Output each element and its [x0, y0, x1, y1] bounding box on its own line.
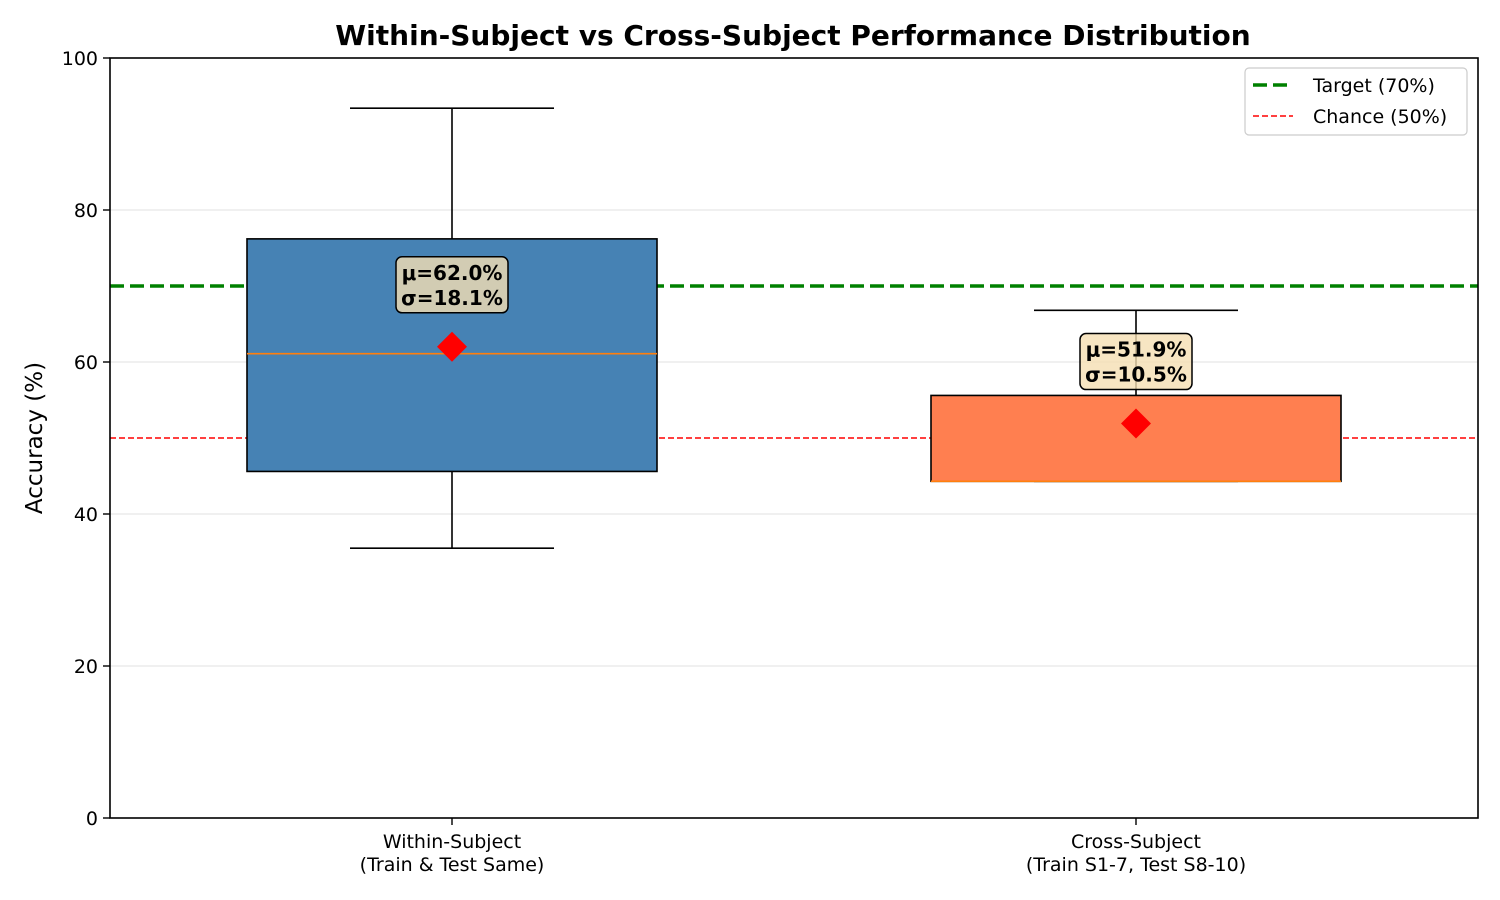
legend: Target (70%) Chance (50%) — [1244, 67, 1468, 136]
axes: 0 20 40 60 80 100 Within-Subject(Train & Test … — [62, 48, 1479, 876]
x-tick-label: Within-Subject — [383, 831, 521, 853]
x-tick-label-sub: (Train S1-7, Test S8-10) — [1026, 854, 1246, 876]
sd-label: σ=18.1% — [401, 286, 503, 310]
mean-label: μ=51.9% — [1086, 338, 1187, 362]
y-axis-label: Accuracy (%) — [22, 362, 48, 514]
y-tick-label: 60 — [74, 352, 98, 374]
x-tick-label-sub: (Train & Test Same) — [360, 854, 545, 876]
sd-label: σ=10.5% — [1085, 363, 1187, 387]
y-tick-label: 0 — [86, 808, 98, 830]
box-group — [246, 107, 658, 550]
stat-annotation-box — [1079, 332, 1193, 391]
mean-marker — [1121, 408, 1151, 439]
x-tick-label: Cross-Subject — [1071, 831, 1201, 853]
y-tick-label: 100 — [62, 48, 98, 70]
chart-title: Within-Subject vs Cross-Subject Performa… — [335, 19, 1250, 52]
y-tick-label: 20 — [74, 656, 98, 678]
legend-entry: Chance (50%) — [1313, 106, 1447, 128]
plot-frame — [109, 57, 1479, 819]
mean-label: μ=62.0% — [402, 261, 503, 285]
stat-annotation-box — [395, 256, 509, 314]
y-tick-label: 80 — [74, 200, 98, 222]
legend-box — [1244, 67, 1468, 136]
legend-entry: Target (70%) — [1312, 75, 1435, 97]
y-tick-label: 40 — [74, 504, 98, 526]
mean-marker — [437, 331, 467, 362]
box-plots: μ=62.0%σ=18.1% μ=51.9%σ=10.5% — [246, 107, 1342, 550]
